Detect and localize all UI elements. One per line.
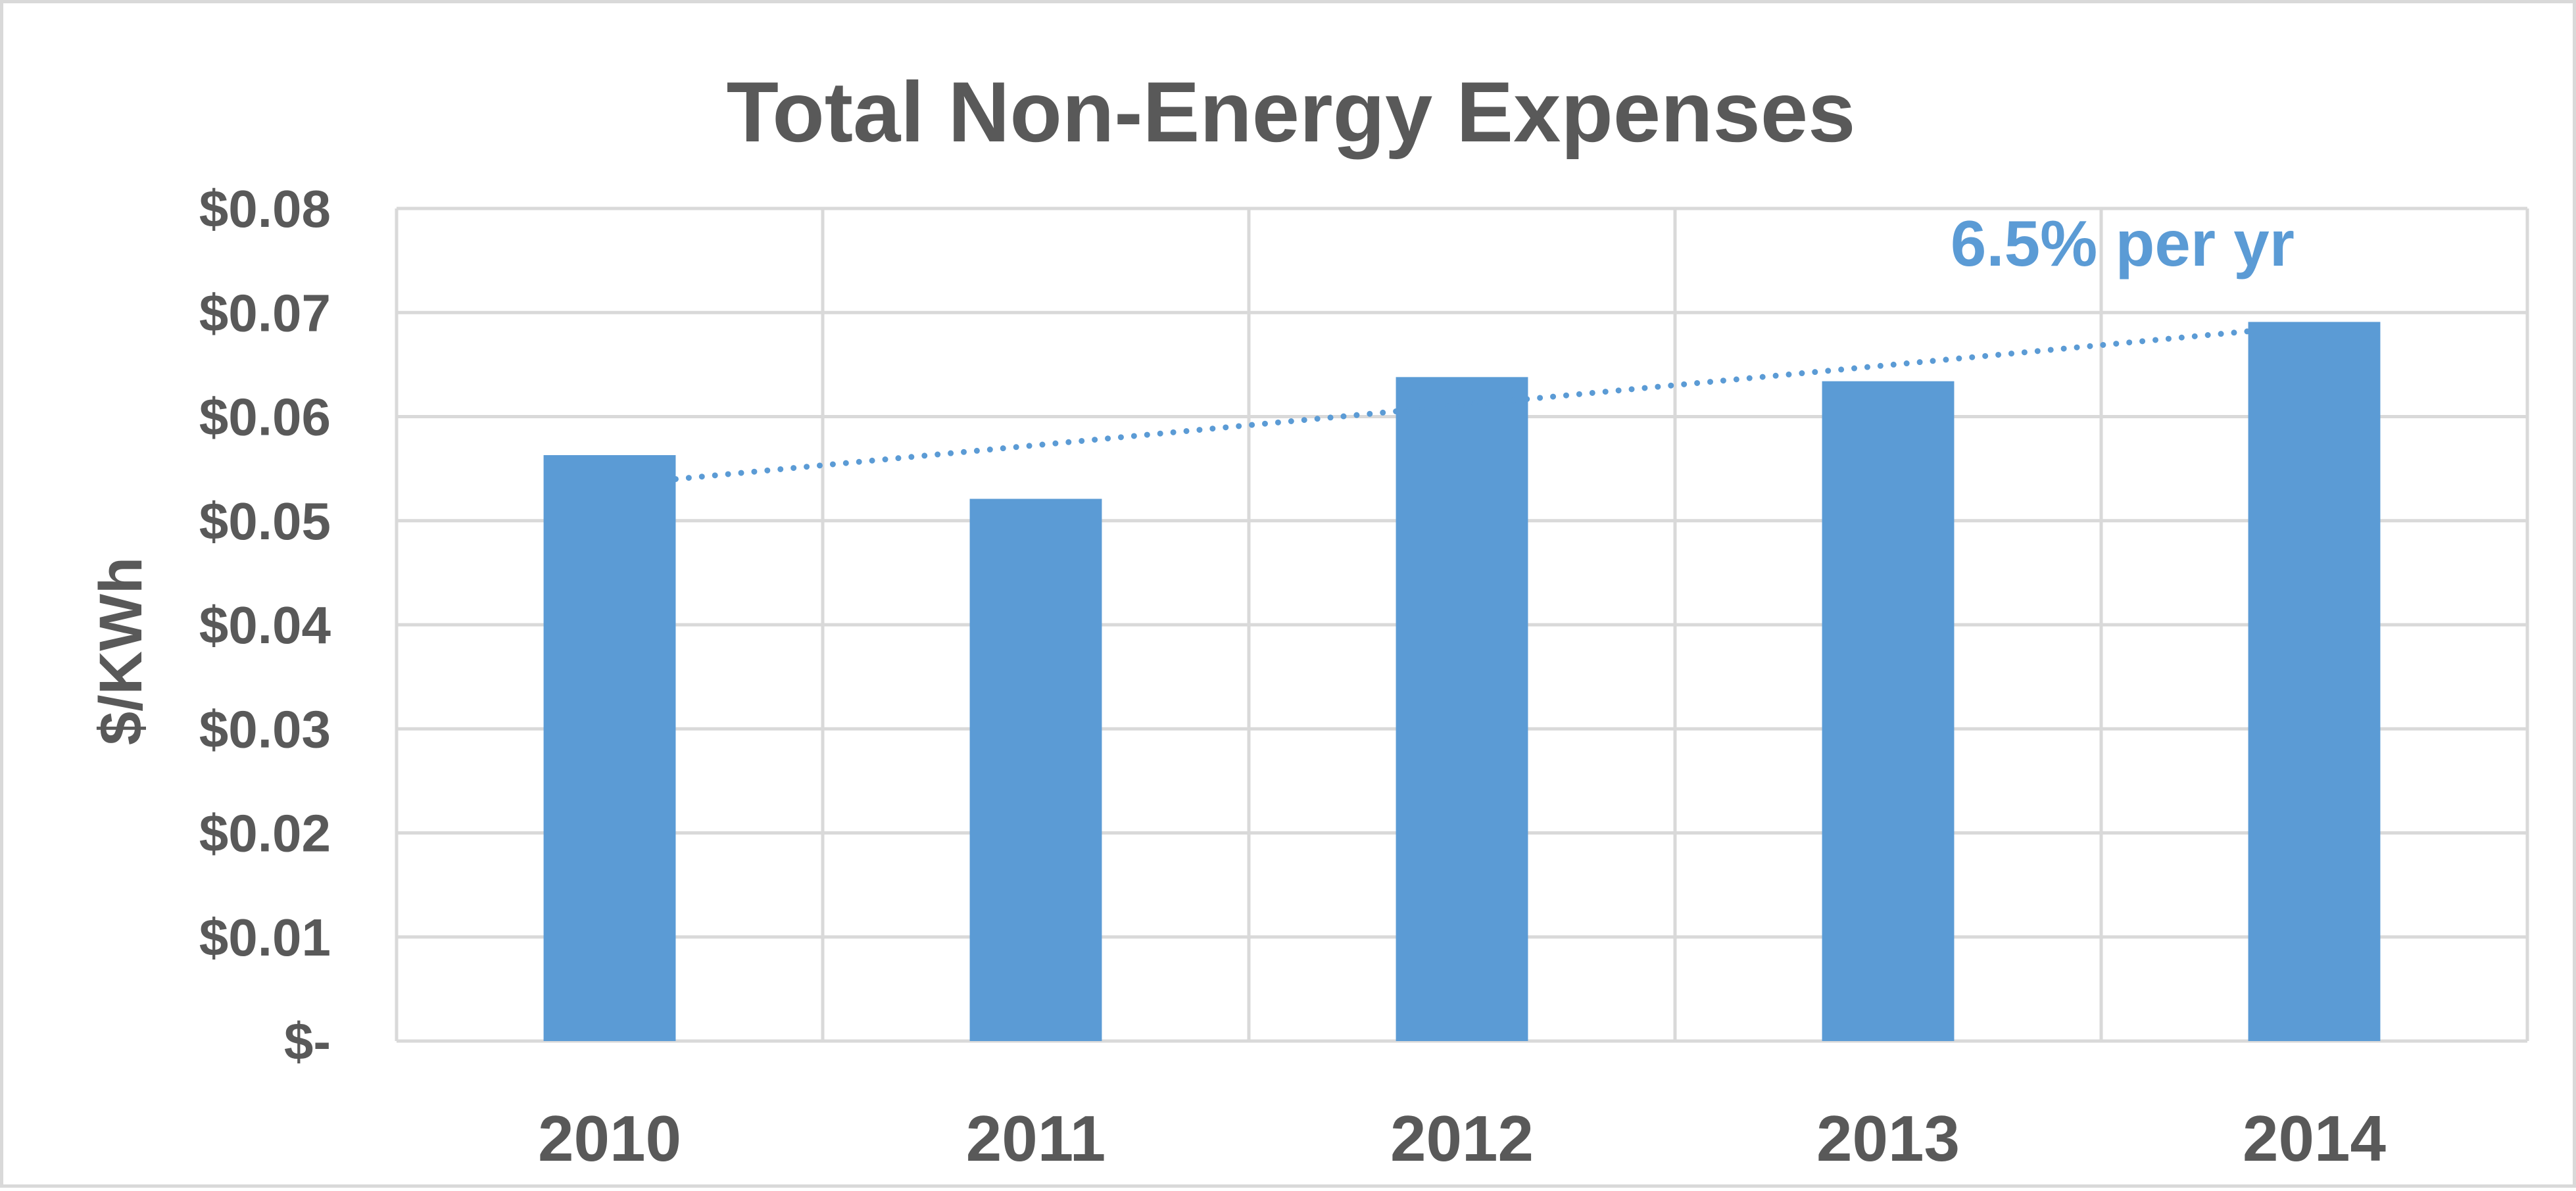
x-category-label: 2013 (1816, 1102, 1960, 1175)
x-category-label: 2011 (966, 1102, 1106, 1175)
trendline-label: 6.5% per yr (1951, 207, 2295, 280)
y-axis-label: $/KWh (87, 557, 155, 745)
y-tick-label: $0.02 (199, 804, 331, 863)
bar-2010 (543, 455, 676, 1041)
bars (543, 322, 2381, 1042)
y-tick-labels: $- $0.01 $0.02 $0.03 $0.04 $0.05 $0.06 $0.07 $0.… (199, 180, 331, 1071)
trendline (672, 328, 2252, 482)
y-tick-label: $0.05 (199, 492, 331, 550)
bar-2011 (969, 498, 1102, 1041)
bar-2012 (1396, 377, 1528, 1041)
y-tick-label: $0.06 (199, 388, 331, 447)
y-tick-label: $0.01 (199, 908, 331, 967)
x-category-label: 2012 (1390, 1102, 1534, 1175)
x-category-labels: 2010 2011 2012 2013 2014 (538, 1102, 2386, 1175)
x-category-label: 2014 (2243, 1102, 2386, 1175)
bar-2013 (1822, 381, 1955, 1041)
y-tick-label: $0.04 (199, 596, 331, 654)
chart-title: Total Non-Energy Expenses (727, 64, 1856, 160)
trendline-group: 6.5% per yr (672, 207, 2295, 482)
y-tick-label: $0.03 (199, 700, 331, 758)
x-category-label: 2010 (538, 1102, 681, 1175)
bar-2014 (2248, 322, 2381, 1042)
y-tick-label: $0.08 (199, 180, 331, 238)
bar-chart: Total Non-Energy Expenses $/KWh 6.5% per… (87, 64, 2529, 1175)
y-tick-label: $- (284, 1012, 331, 1071)
y-tick-label: $0.07 (199, 283, 331, 342)
